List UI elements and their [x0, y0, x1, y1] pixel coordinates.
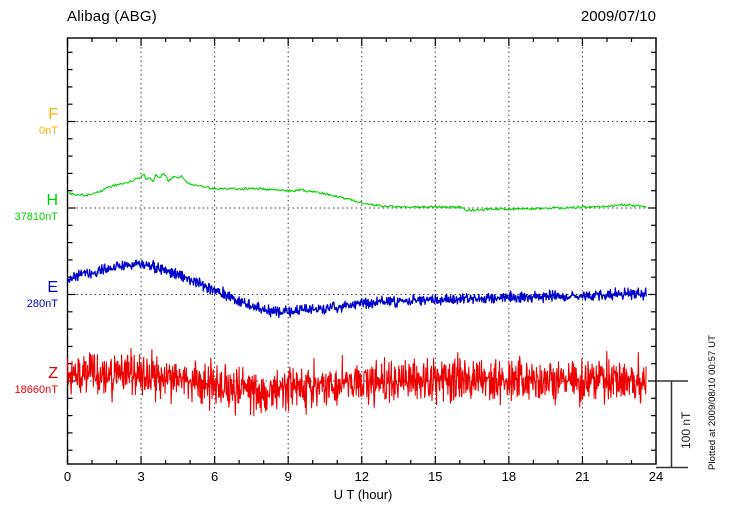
component-value-H: 37810nT [14, 211, 58, 223]
plotted-at-note: Plotted at 2009/08/10 00:57 UT [707, 334, 718, 470]
x-tick-label-0: 0 [63, 469, 72, 484]
x-tick-label-6: 6 [211, 469, 219, 484]
x-axis-title: U T (hour) [333, 487, 393, 502]
x-tick-label-15: 15 [428, 469, 443, 484]
component-value-F: 0nT [39, 125, 58, 137]
trace-E [66, 259, 647, 319]
x-tick-label-18: 18 [501, 469, 517, 484]
x-tick-label-3: 3 [137, 469, 145, 484]
component-value-E: 280nT [26, 298, 58, 310]
component-label-H: H 37810nT [0, 192, 58, 224]
component-letter-H: H [46, 192, 58, 209]
trace-H [67, 172, 647, 212]
component-letter-E: E [47, 279, 58, 296]
x-tick-label-12: 12 [354, 469, 369, 484]
x-tick-label-9: 9 [284, 469, 292, 484]
component-label-Z: Z 18660nT [0, 365, 58, 397]
plot-date: 2009/07/10 [580, 8, 656, 25]
scale-bar-label: 100 nT [679, 411, 693, 449]
station-title: Alibag (ABG) [67, 8, 157, 25]
component-label-E: E 280nT [0, 279, 58, 311]
x-tick-label-21: 21 [575, 469, 590, 484]
component-label-F: F 0nT [0, 106, 58, 138]
component-letter-Z: Z [48, 365, 58, 382]
component-letter-F: F [48, 106, 58, 123]
trace-Z [66, 348, 647, 417]
x-tick-label-24: 24 [648, 469, 664, 484]
component-value-Z: 18660nT [14, 384, 58, 396]
